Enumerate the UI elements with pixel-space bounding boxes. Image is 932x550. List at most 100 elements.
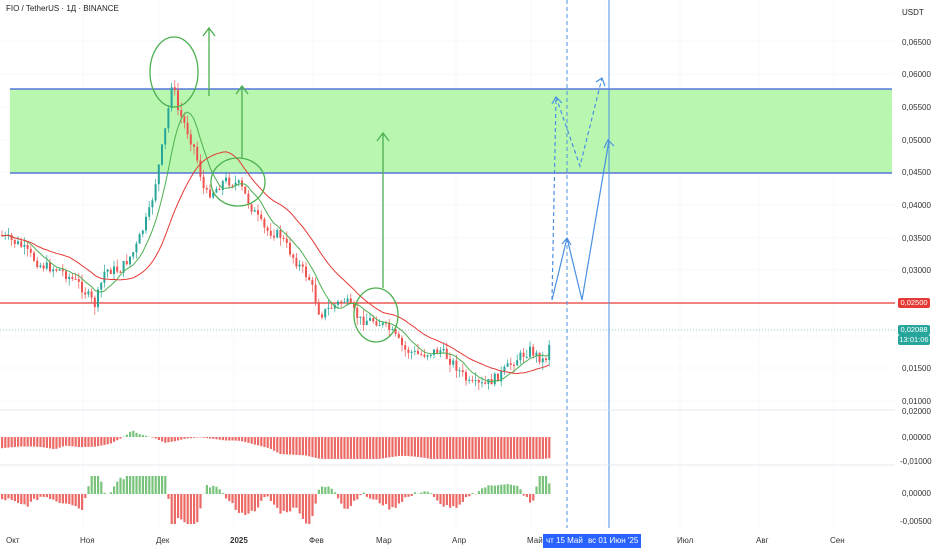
osc1-bar bbox=[458, 437, 461, 459]
osc1-bar bbox=[461, 437, 464, 459]
osc1-bar bbox=[375, 437, 378, 459]
osc2-bar bbox=[455, 494, 458, 508]
osc1-bar bbox=[247, 437, 250, 443]
candle-body bbox=[369, 318, 371, 321]
osc1-bar bbox=[349, 437, 352, 459]
annotation-circle-1 bbox=[149, 36, 199, 108]
osc2-bar bbox=[90, 476, 93, 494]
currency-label[interactable]: USDT bbox=[902, 8, 924, 17]
osc2-bar bbox=[209, 487, 212, 494]
osc1-bar bbox=[45, 437, 48, 448]
osc2-bar bbox=[433, 494, 436, 497]
osc1-bar bbox=[257, 437, 260, 446]
osc1-bar bbox=[391, 437, 394, 457]
osc1-bar bbox=[276, 437, 279, 453]
candle-body bbox=[506, 363, 509, 367]
osc2-bar bbox=[212, 485, 215, 494]
price-axis[interactable]: 0,06500 0,06000 0,05500 0,05000 0,04500 … bbox=[895, 0, 932, 528]
osc2-bar bbox=[413, 492, 416, 494]
candle-body bbox=[193, 144, 195, 147]
candle-body bbox=[113, 266, 115, 274]
candle-body bbox=[269, 230, 272, 236]
osc1-bar bbox=[292, 437, 295, 455]
time-axis[interactable]: Окт Ноя Дек 2025 Фев Мар Апр Май Июл Авг… bbox=[0, 528, 895, 550]
price-tick: 0,01500 bbox=[902, 364, 931, 373]
osc1-bar bbox=[314, 437, 317, 458]
osc2-bar bbox=[516, 485, 519, 494]
osc1-tick: 0,00000 bbox=[902, 433, 931, 442]
osc2-bar bbox=[218, 489, 221, 494]
osc2-bar bbox=[481, 488, 484, 494]
osc1-bar bbox=[506, 437, 509, 459]
osc1-bar bbox=[493, 437, 496, 459]
osc2-bar bbox=[81, 494, 84, 510]
osc1-bar bbox=[151, 437, 154, 438]
osc1-bar bbox=[388, 437, 391, 458]
candle-body bbox=[202, 176, 205, 189]
osc1-bar bbox=[125, 434, 128, 437]
osc1-bar bbox=[17, 437, 20, 447]
candle-body bbox=[33, 252, 35, 261]
candle-body bbox=[311, 280, 314, 285]
osc2-bar bbox=[266, 494, 269, 497]
time-tick: Сен bbox=[830, 536, 845, 545]
osc2-bar bbox=[77, 494, 80, 509]
osc1-bar bbox=[394, 437, 397, 457]
candle-body bbox=[289, 242, 291, 255]
candle-body bbox=[417, 350, 419, 354]
osc2-bar bbox=[378, 494, 381, 504]
osc2-bar bbox=[327, 486, 330, 494]
osc2-bar bbox=[500, 484, 503, 494]
osc1-bar bbox=[285, 437, 288, 455]
osc1-bar bbox=[26, 437, 29, 447]
osc2-bar bbox=[522, 494, 525, 496]
candle-body bbox=[541, 358, 544, 363]
candle-body bbox=[61, 269, 64, 272]
osc1-bar bbox=[225, 437, 228, 441]
osc1-bar bbox=[7, 437, 10, 448]
osc1-bar bbox=[369, 437, 372, 459]
osc1-bar bbox=[177, 437, 180, 441]
candle-body bbox=[458, 370, 461, 372]
osc1-bar bbox=[525, 437, 528, 459]
candle-body bbox=[212, 192, 215, 198]
osc1-bar bbox=[538, 437, 541, 459]
osc2-bar bbox=[173, 494, 176, 524]
candle-body bbox=[356, 307, 359, 318]
oscillator-1-histogram bbox=[1, 430, 551, 459]
osc1-bar bbox=[263, 437, 266, 448]
candle-body bbox=[391, 329, 394, 331]
time-tick: 2025 bbox=[230, 536, 248, 545]
osc2-bar bbox=[321, 486, 324, 494]
osc1-bar bbox=[321, 437, 324, 459]
osc2-bar bbox=[423, 491, 426, 494]
candle-body bbox=[292, 254, 295, 258]
symbol-title[interactable]: FIO / TetherUS · 1Д · BINANCE bbox=[6, 4, 119, 13]
osc2-bar bbox=[426, 491, 429, 494]
osc1-bar bbox=[116, 437, 119, 441]
osc1-bar bbox=[1, 437, 4, 449]
candle-body bbox=[436, 349, 439, 353]
osc1-bar bbox=[157, 437, 160, 440]
osc1-bar bbox=[445, 437, 448, 459]
candle-body bbox=[513, 364, 515, 366]
annotation-circle-3 bbox=[353, 287, 399, 343]
candle-body bbox=[55, 269, 58, 271]
candle-body bbox=[215, 188, 218, 193]
candle-body bbox=[465, 372, 467, 381]
osc2-bar bbox=[397, 494, 400, 504]
osc1-bar bbox=[452, 437, 455, 459]
candle-body bbox=[167, 108, 170, 129]
osc1-bar bbox=[33, 437, 36, 447]
osc1-bar bbox=[327, 437, 330, 459]
osc2-bar bbox=[381, 494, 384, 506]
osc1-bar bbox=[100, 437, 103, 446]
osc2-tick: -0,00500 bbox=[900, 517, 932, 526]
candle-body bbox=[468, 379, 471, 381]
candle-body bbox=[58, 269, 61, 271]
candle-body bbox=[39, 265, 42, 268]
candle-body bbox=[385, 322, 387, 324]
candle-body bbox=[161, 144, 163, 165]
osc2-bar bbox=[532, 494, 535, 501]
